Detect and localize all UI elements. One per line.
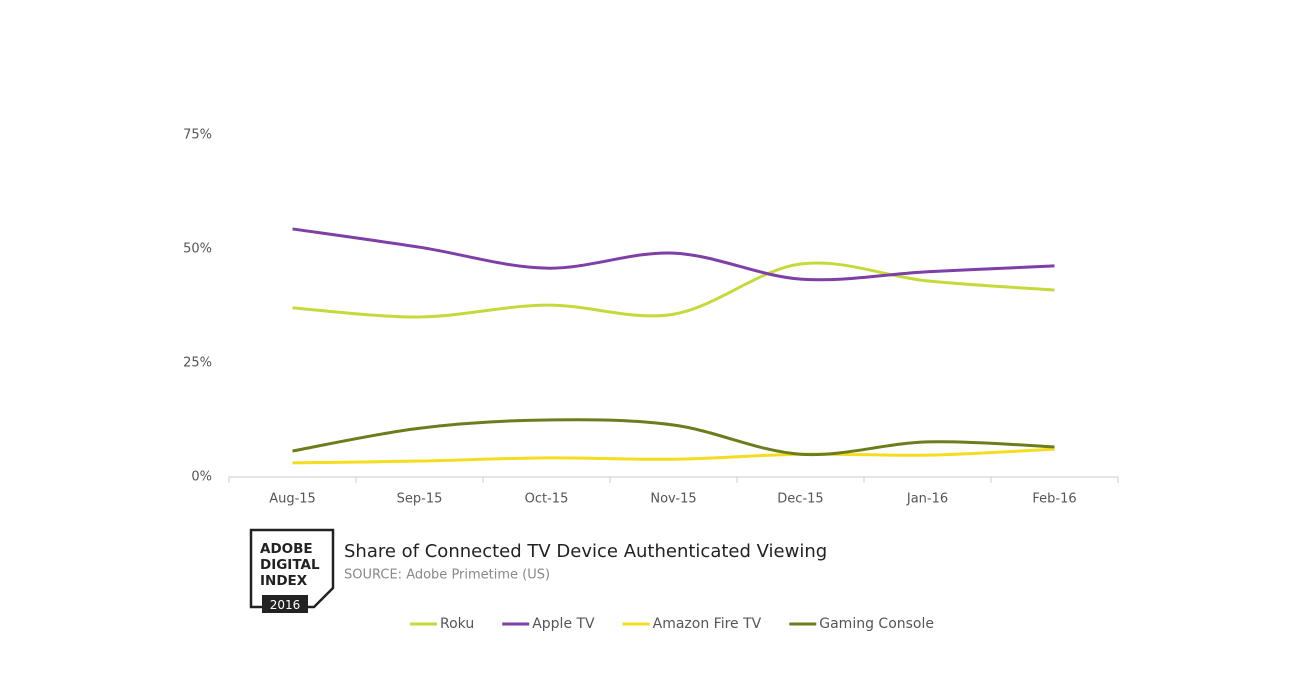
chart-subtitle: SOURCE: Adobe Primetime (US) [344,568,550,583]
logo-year-box [262,595,308,613]
x-tick-label: Nov-15 [650,492,696,507]
series-line [292,418,1055,457]
logo: ADOBE DIGITAL INDEX 2016 [249,528,335,613]
legend-label: Roku [440,616,474,632]
series-line [292,227,1055,282]
x-tick-label: Feb-16 [1032,492,1076,507]
legend-label: Gaming Console [819,616,934,632]
series-line [292,261,1055,319]
x-tick-label: Jan-16 [906,492,948,507]
series-line [292,447,1055,465]
y-tick-label: 75% [183,128,212,143]
logo-frame [249,528,335,609]
x-tick-label: Oct-15 [525,492,569,507]
y-tick-label: 25% [183,356,212,371]
x-tick-label: Aug-15 [269,492,316,507]
x-axis [228,476,1119,483]
logo-line: ADOBE [260,541,313,557]
legend-label: Apple TV [532,616,595,632]
logo-year: 2016 [270,598,301,612]
logo-line: DIGITAL [260,557,320,573]
legend-label: Amazon Fire TV [653,616,762,632]
logo-line: INDEX [260,573,308,589]
y-tick-label: 0% [191,470,212,485]
x-tick-label: Sep-15 [397,492,443,507]
y-tick-label: 50% [183,242,212,257]
x-tick-label: Dec-15 [777,492,823,507]
chart-title: Share of Connected TV Device Authenticat… [344,541,827,562]
